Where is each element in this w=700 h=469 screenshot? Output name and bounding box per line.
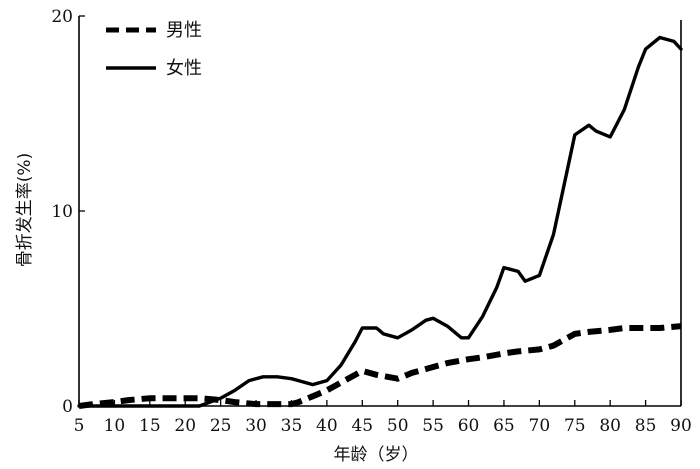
x-tick-label: 70: [529, 416, 551, 436]
y-tick-label: 0: [62, 397, 73, 417]
male-series-line: [78, 323, 682, 409]
x-tick-label: 85: [635, 416, 657, 436]
x-tick-label: 15: [139, 416, 161, 436]
legend-label-male: 男性: [166, 20, 202, 41]
y-tick-label: 10: [51, 202, 73, 222]
x-tick-label: 60: [458, 416, 480, 436]
x-tick-label: 55: [422, 416, 444, 436]
series-lines: [77, 35, 683, 409]
x-tick-label: 45: [351, 416, 373, 436]
legend-label-female: 女性: [166, 58, 202, 79]
x-tick-label: 75: [564, 416, 586, 436]
x-tick-label: 50: [387, 416, 409, 436]
x-tick-label: 25: [210, 416, 232, 436]
x-tick-label: 35: [281, 416, 303, 436]
y-tick-label: 20: [51, 7, 73, 27]
x-tick-label: 65: [493, 416, 515, 436]
x-tick-label: 20: [174, 416, 196, 436]
female-series-line: [77, 35, 683, 408]
x-tick-label: 80: [599, 416, 621, 436]
x-tick-label: 5: [74, 416, 85, 436]
x-axis-title: 年龄（岁）: [334, 445, 419, 465]
x-tick-label: 90: [670, 416, 692, 436]
y-axis-title: 骨折发生率(%): [15, 153, 35, 267]
axes: 5 10 15 20 25 30 35 40 45 50 55 60 65 70 75 80 85 90 0 10 20: [51, 7, 691, 436]
x-tick-label: 40: [316, 416, 338, 436]
x-tick-label: 10: [104, 416, 126, 436]
x-tick-label: 30: [245, 416, 267, 436]
